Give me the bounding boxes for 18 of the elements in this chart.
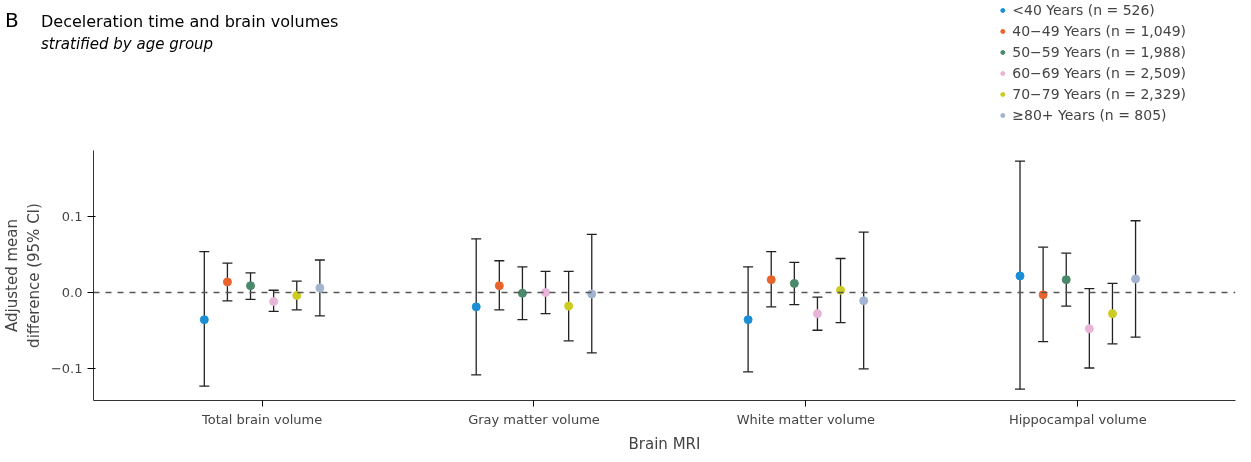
x-tick-label: Gray matter volume: [468, 411, 600, 427]
y-tick-label: 0.0: [61, 284, 83, 300]
y-tick-label: 0.1: [61, 209, 83, 225]
x-axis-title: Brain MRI: [628, 434, 701, 453]
legend-label: <40 Years (n = 526): [1012, 2, 1155, 18]
legend-label: 70−79 Years (n = 2,329): [1012, 86, 1186, 102]
y-tick-label: −0.1: [50, 360, 83, 376]
legend-label: 60−69 Years (n = 2,509): [1012, 65, 1186, 81]
text: B: [5, 7, 19, 34]
legend-label: ≥80+ Years (n = 805): [1012, 107, 1167, 123]
y-axis-title: Adjusted mean difference (95% CI): [3, 203, 43, 348]
legend-label: 50−59 Years (n = 1,988): [1012, 44, 1186, 60]
x-tick-label: Hippocampal volume: [1008, 411, 1147, 427]
legend-label: 40−49 Years (n = 1,049): [1012, 23, 1186, 39]
x-tick-label: White matter volume: [736, 411, 876, 427]
chart-subtitle: stratified by age group: [41, 33, 215, 55]
x-tick-label: Total brain volume: [200, 411, 323, 427]
chart-title: Deceleration time and brain volumes: [41, 11, 339, 33]
